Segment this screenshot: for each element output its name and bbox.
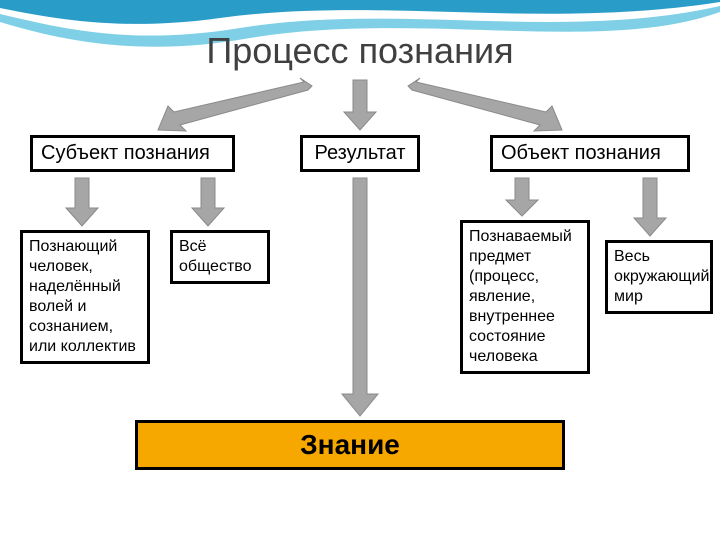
- box-subject-label: Субъект познания: [41, 142, 210, 164]
- arrow-subject-left: [66, 178, 98, 226]
- arrow-subject-right: [192, 178, 224, 226]
- arrow-object-left: [506, 178, 538, 216]
- box-object: Объект познания: [490, 135, 690, 172]
- box-knowledge: Знание: [135, 420, 565, 470]
- arrow-result-knowledge: [342, 178, 378, 416]
- arrow-object-right: [634, 178, 666, 236]
- box-sub-left-label: Познающий человек, наделённый волей и со…: [29, 238, 136, 355]
- box-obj-right: Весь окружающий мир: [605, 240, 713, 314]
- box-result: Результат: [300, 135, 420, 172]
- arrow-title-object: [408, 78, 562, 131]
- box-knowledge-label: Знание: [300, 429, 400, 461]
- box-obj-right-label: Весь окружающий мир: [614, 248, 709, 305]
- arrow-title-subject: [158, 78, 312, 131]
- box-obj-left: Познаваемый предмет (процесс, явление, в…: [460, 220, 590, 374]
- box-sub-left: Познающий человек, наделённый волей и со…: [20, 230, 150, 364]
- box-obj-left-label: Познаваемый предмет (процесс, явление, в…: [469, 228, 572, 365]
- box-subject: Субъект познания: [30, 135, 235, 172]
- box-object-label: Объект познания: [501, 142, 661, 164]
- arrow-title-result: [344, 80, 376, 130]
- box-sub-right: Всё общество: [170, 230, 270, 284]
- box-sub-right-label: Всё общество: [179, 238, 252, 275]
- box-result-label: Результат: [315, 142, 406, 164]
